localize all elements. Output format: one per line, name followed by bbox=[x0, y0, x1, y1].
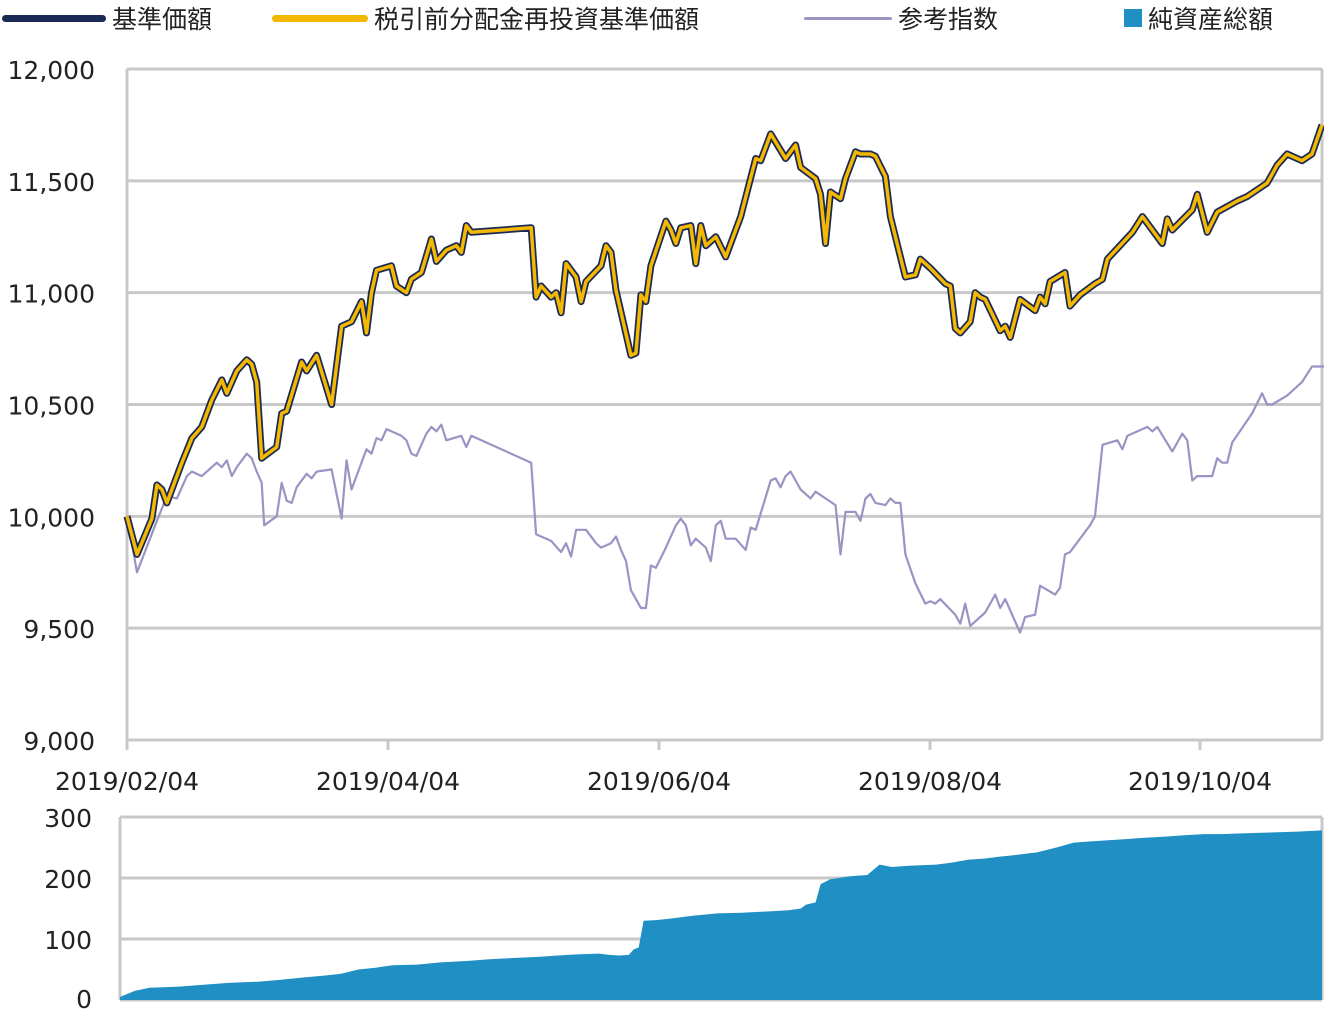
legend-swatch-net-assets bbox=[1124, 9, 1142, 27]
nav-line bbox=[123, 123, 1324, 558]
net-assets-area-layer bbox=[120, 830, 1322, 1000]
legend-label-net-assets: 純資産総額 bbox=[1148, 5, 1274, 34]
main-x-tick-label: 2019/08/04 bbox=[858, 767, 1002, 796]
legend-label-nav: 基準価額 bbox=[112, 5, 213, 34]
sub-y-tick-label: 0 bbox=[76, 985, 92, 1011]
legend-item-reference-index: 参考指数 bbox=[804, 0, 998, 36]
main-y-tick-label: 11,500 bbox=[8, 168, 95, 197]
legend-swatch-reinvested-nav bbox=[272, 14, 368, 22]
main-y-tick-labels: 12,000 11,500 11,000 10,500 10,000 9,500 9,000 bbox=[8, 56, 95, 756]
main-x-tick-label: 2019/06/04 bbox=[587, 767, 731, 796]
reference-index-line bbox=[125, 365, 1324, 634]
legend-label-reference-index: 参考指数 bbox=[898, 5, 999, 34]
legend-item-reinvested-nav: 税引前分配金再投資基準価額 bbox=[272, 0, 699, 36]
sub-y-tick-label: 100 bbox=[44, 926, 92, 955]
sub-y-tick-label: 200 bbox=[44, 865, 92, 894]
main-y-tick-label: 9,000 bbox=[23, 727, 95, 756]
legend-swatch-reference-index bbox=[804, 16, 892, 20]
main-x-tick-label: 2019/10/04 bbox=[1128, 767, 1272, 796]
main-y-tick-label: 9,500 bbox=[23, 615, 95, 644]
net-assets-area bbox=[120, 830, 1322, 1000]
legend-item-nav: 基準価額 bbox=[2, 0, 212, 36]
legend-item-net-assets: 純資産総額 bbox=[1124, 0, 1273, 36]
main-x-tick-labels: 2019/02/04 2019/04/04 2019/06/04 2019/08/04… bbox=[55, 740, 1272, 796]
main-x-tick-label: 2019/02/04 bbox=[55, 767, 199, 796]
main-y-tick-label: 10,000 bbox=[8, 503, 95, 532]
main-y-tick-label: 12,000 bbox=[8, 56, 95, 85]
sub-y-tick-labels: 300 200 100 0 bbox=[44, 804, 92, 1011]
legend-label-reinvested-nav: 税引前分配金再投資基準価額 bbox=[374, 5, 700, 34]
legend: 基準価額 税引前分配金再投資基準価額 参考指数 純資産総額 bbox=[0, 0, 1324, 36]
sub-y-tick-label: 300 bbox=[44, 804, 92, 833]
legend-swatch-nav bbox=[2, 14, 106, 22]
main-x-tick-label: 2019/04/04 bbox=[316, 767, 460, 796]
reinvested-nav-line bbox=[125, 124, 1324, 557]
main-y-tick-label: 11,000 bbox=[8, 280, 95, 309]
main-y-tick-label: 10,500 bbox=[8, 392, 95, 421]
main-series bbox=[123, 123, 1324, 634]
main-grid bbox=[125, 67, 1324, 742]
